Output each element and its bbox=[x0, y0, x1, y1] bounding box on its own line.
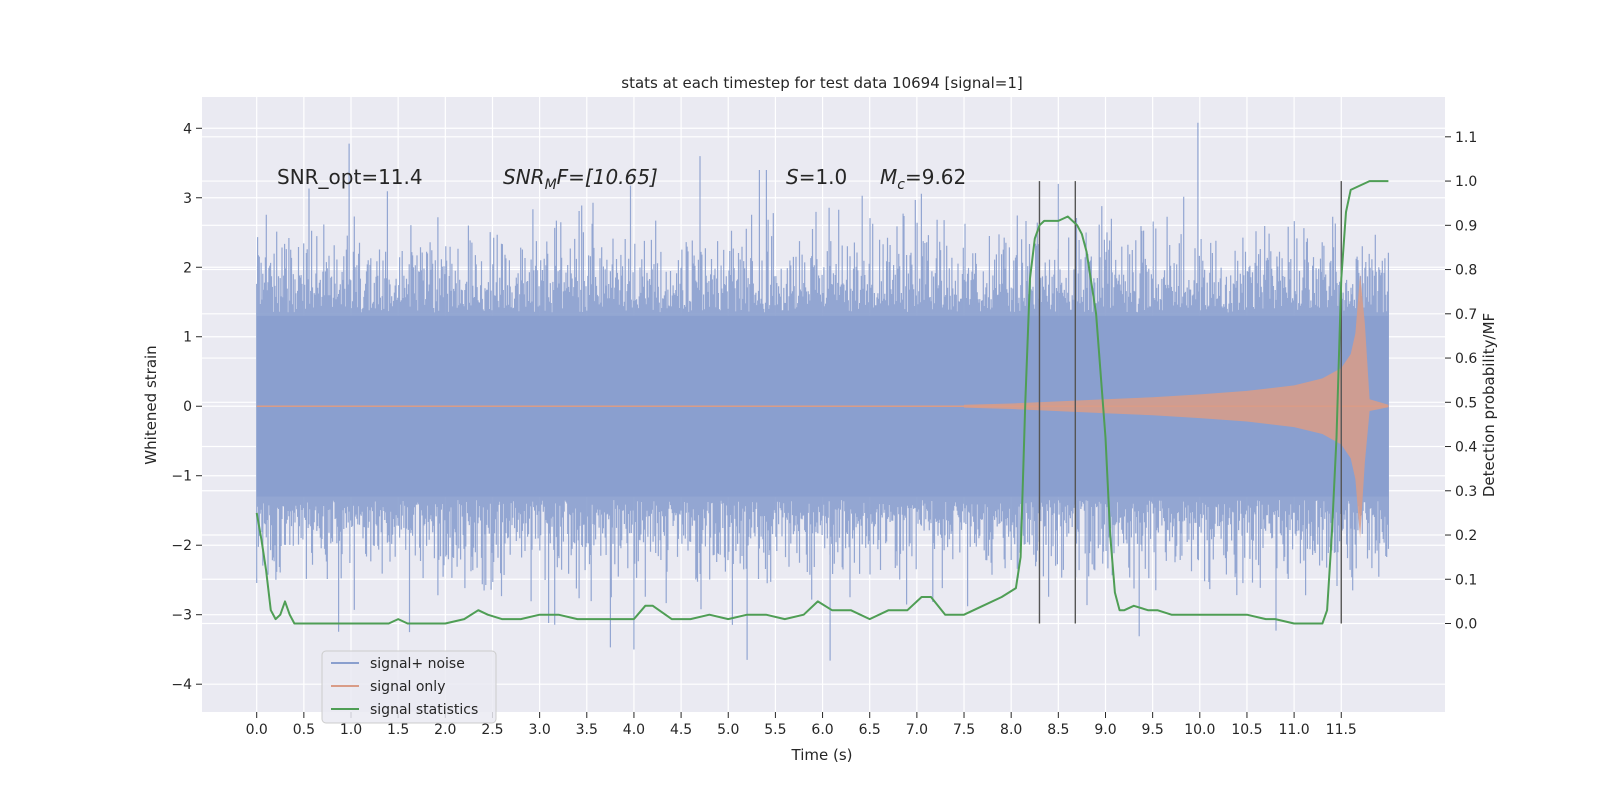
chart-title: stats at each timestep for test data 106… bbox=[621, 74, 1022, 92]
annotation-mc: Mc=9.62 bbox=[880, 165, 966, 193]
legend-label-signal-only: signal only bbox=[370, 679, 445, 695]
y-tick-label-right: 0.9 bbox=[1455, 218, 1477, 234]
y-tick-label-right: 1.0 bbox=[1455, 174, 1477, 190]
axis-ticks: 0.0 0.5 1.0 1.5 2.0 2.5 3.0 3.5 4.0 4.5 5.0 5.5 6.0 6… bbox=[171, 121, 1477, 738]
x-tick-label: 9.5 bbox=[1142, 722, 1164, 738]
y-tick-label-right: 0.2 bbox=[1455, 528, 1477, 544]
y-tick-label-right: 0.8 bbox=[1455, 263, 1477, 279]
x-tick-label: 4.5 bbox=[670, 722, 692, 738]
y-tick-label: −1 bbox=[171, 469, 192, 485]
annotation-mc-var: M bbox=[880, 165, 897, 189]
x-tick-label: 11.5 bbox=[1326, 722, 1357, 738]
x-tick-label: 9.0 bbox=[1094, 722, 1116, 738]
y-tick-label-right: 1.1 bbox=[1455, 130, 1477, 146]
x-tick-label: 3.5 bbox=[576, 722, 598, 738]
x-tick-label: 10.5 bbox=[1231, 722, 1262, 738]
x-tick-label: 2.0 bbox=[434, 722, 456, 738]
y-tick-label-right: 0.3 bbox=[1455, 484, 1477, 500]
x-tick-label: 3.0 bbox=[528, 722, 550, 738]
x-tick-label: 0.0 bbox=[246, 722, 268, 738]
x-tick-label: 5.5 bbox=[764, 722, 786, 738]
x-tick-label: 1.5 bbox=[387, 722, 409, 738]
x-tick-label: 6.5 bbox=[859, 722, 881, 738]
y-tick-label-right: 0.6 bbox=[1455, 351, 1477, 367]
x-axis-label: Time (s) bbox=[791, 746, 853, 764]
x-tick-label: 10.0 bbox=[1184, 722, 1215, 738]
annotation-s-val: =1.0 bbox=[799, 165, 848, 189]
x-tick-label: 4.0 bbox=[623, 722, 645, 738]
annotation-s: S=1.0 bbox=[786, 165, 847, 189]
annotation-snr-mf-sub: M bbox=[545, 177, 557, 193]
annotation-s-var: S bbox=[786, 165, 799, 189]
x-tick-label: 5.0 bbox=[717, 722, 739, 738]
annotation-mc-val: =9.62 bbox=[905, 165, 966, 189]
x-tick-label: 8.0 bbox=[1000, 722, 1022, 738]
y-tick-label: 2 bbox=[183, 260, 192, 276]
series-signal-only bbox=[964, 274, 1389, 539]
legend: signal+ noise signal only signal statist… bbox=[321, 650, 497, 724]
series-signal-statistics bbox=[255, 180, 1389, 625]
y-tick-label: 4 bbox=[183, 121, 192, 137]
y-tick-label: 3 bbox=[183, 191, 192, 207]
legend-label-signal-noise: signal+ noise bbox=[370, 656, 465, 672]
x-tick-label: 2.5 bbox=[481, 722, 503, 738]
x-tick-label: 0.5 bbox=[293, 722, 315, 738]
x-tick-label: 1.0 bbox=[340, 722, 362, 738]
y-tick-label-right: 0.5 bbox=[1455, 395, 1477, 411]
y-tick-label-right: 0.4 bbox=[1455, 440, 1477, 456]
y-tick-label: 0 bbox=[183, 399, 192, 415]
legend-label-signal-statistics: signal statistics bbox=[370, 702, 478, 718]
x-tick-label: 7.0 bbox=[906, 722, 928, 738]
annotation-snr-mf-main: SNR bbox=[503, 165, 545, 189]
y-tick-label: −4 bbox=[171, 677, 192, 693]
annotation-snr-mf: SNRMF=[10.65] bbox=[503, 165, 658, 193]
y-tick-label-right: 0.1 bbox=[1455, 572, 1477, 588]
annotation-snr-mf-rest: F=[10.65] bbox=[557, 165, 658, 189]
annotation-mc-sub: c bbox=[897, 177, 905, 193]
x-tick-label: 11.0 bbox=[1279, 722, 1310, 738]
annotation-snr-opt: SNR_opt=11.4 bbox=[277, 165, 423, 189]
y-tick-label: −2 bbox=[171, 538, 192, 554]
x-tick-label: 8.5 bbox=[1047, 722, 1069, 738]
legend-box bbox=[321, 650, 497, 724]
y-axis-label: Whitened strain bbox=[142, 345, 160, 464]
detection-vertical-lines bbox=[1038, 181, 1342, 624]
y-axis-label-right: Detection probability/MF bbox=[1480, 313, 1498, 497]
x-tick-label: 6.0 bbox=[811, 722, 833, 738]
plot-content bbox=[255, 122, 1389, 661]
x-tick-label: 7.5 bbox=[953, 722, 975, 738]
y-tick-label-right: 0.0 bbox=[1455, 617, 1477, 633]
y-tick-label: −3 bbox=[171, 608, 192, 624]
y-tick-label-right: 0.7 bbox=[1455, 307, 1477, 323]
y-tick-label: 1 bbox=[183, 330, 192, 346]
